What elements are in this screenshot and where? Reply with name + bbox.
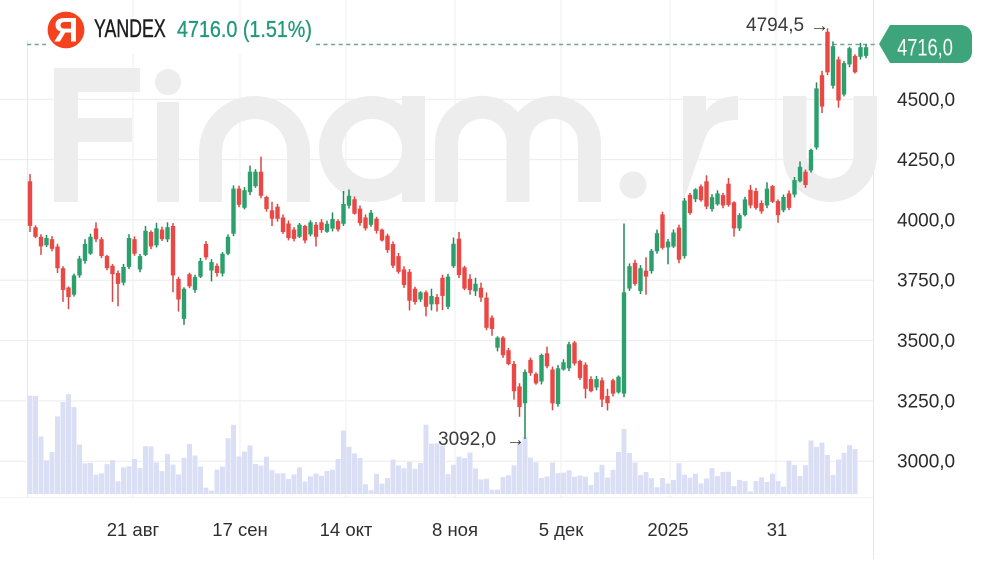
svg-text:5 дек: 5 дек [539, 519, 585, 540]
svg-text:21 авг: 21 авг [107, 519, 160, 540]
svg-text:17 сен: 17 сен [212, 519, 267, 540]
svg-text:Я: Я [54, 12, 78, 50]
svg-text:4794,5: 4794,5 [746, 15, 804, 36]
svg-text:4250,0: 4250,0 [897, 150, 955, 171]
svg-text:→: → [810, 16, 829, 37]
svg-text:3750,0: 3750,0 [897, 271, 955, 292]
svg-text:31: 31 [767, 519, 788, 540]
svg-text:3000,0: 3000,0 [897, 452, 955, 473]
svg-text:4716.0 (1.51%): 4716.0 (1.51%) [177, 15, 312, 42]
svg-text:8 ноя: 8 ноя [432, 519, 478, 540]
svg-text:4000,0: 4000,0 [897, 210, 955, 231]
svg-text:3500,0: 3500,0 [897, 331, 955, 352]
svg-text:2025: 2025 [647, 519, 688, 540]
svg-text:4500,0: 4500,0 [897, 90, 955, 111]
svg-text:4716,0: 4716,0 [897, 34, 953, 61]
svg-text:YANDEX: YANDEX [94, 14, 166, 43]
svg-text:3250,0: 3250,0 [897, 391, 955, 412]
svg-text:14 окт: 14 окт [320, 519, 373, 540]
svg-text:→: → [506, 430, 525, 451]
svg-text:3092,0: 3092,0 [438, 429, 496, 450]
